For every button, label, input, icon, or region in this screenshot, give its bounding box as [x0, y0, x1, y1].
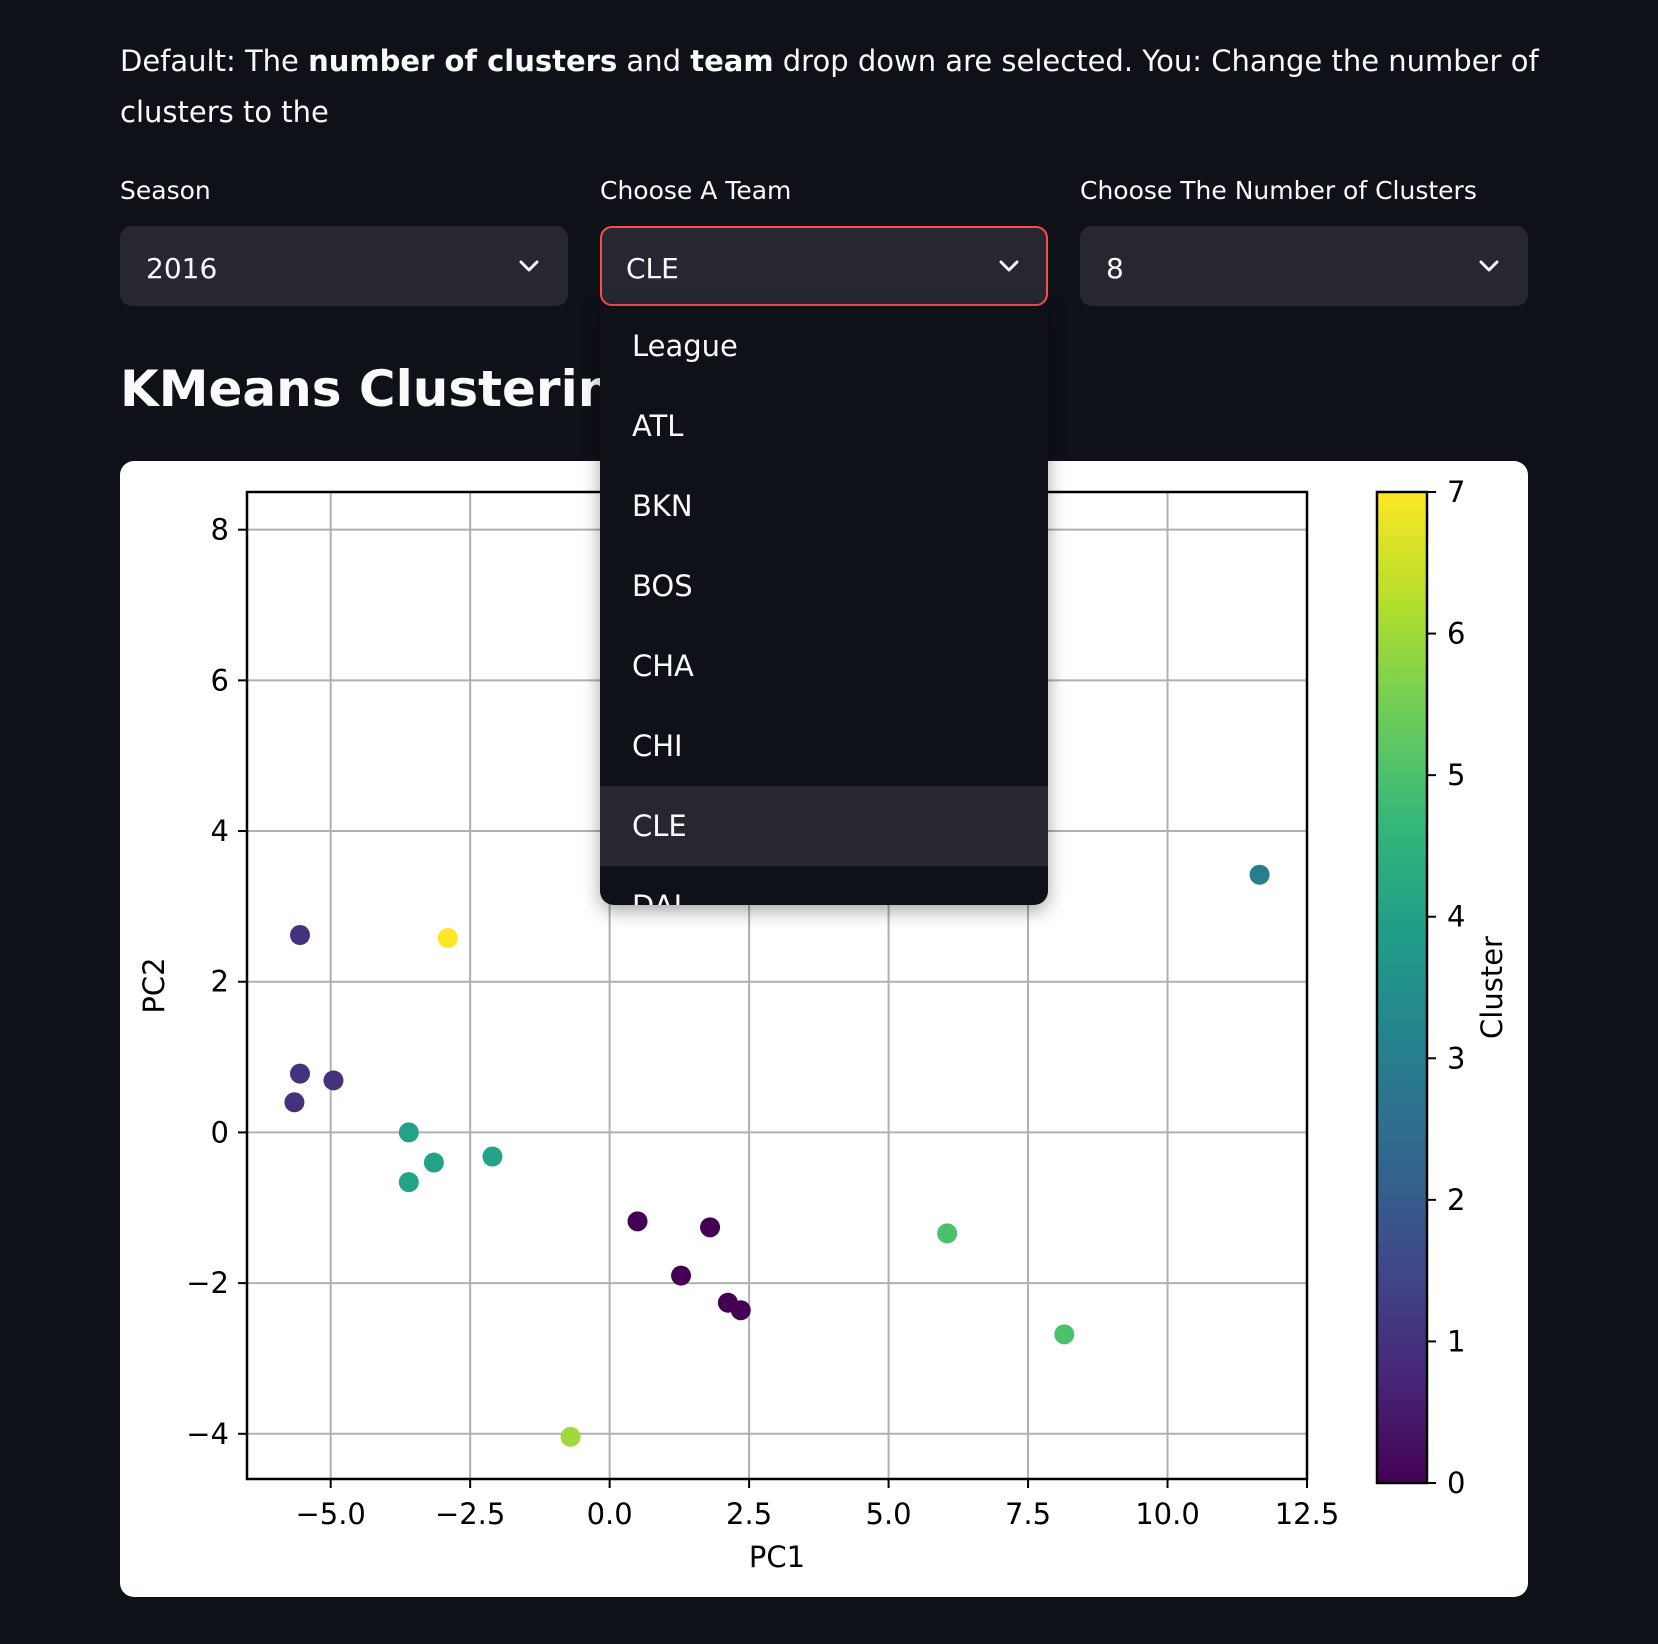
colorbar-tick-label: 6 [1447, 617, 1465, 651]
scatter-point [398, 1172, 419, 1193]
chevron-down-icon [1479, 260, 1499, 272]
y-tick-label: −4 [186, 1417, 229, 1451]
colorbar [1375, 490, 1429, 1485]
scatter-point [323, 1070, 344, 1091]
scatter-point [290, 925, 310, 946]
x-tick-label: 7.5 [1005, 1497, 1051, 1531]
dropdown-option[interactable]: BOS [632, 569, 693, 603]
clusters-value: 8 [1106, 252, 1124, 285]
dropdown-option[interactable]: ATL [632, 409, 684, 443]
y-tick-label: −2 [186, 1266, 229, 1300]
dropdown-option[interactable]: BKN [632, 489, 693, 523]
x-tick-label: −5.0 [295, 1497, 365, 1531]
colorbar-tick-label: 2 [1447, 1183, 1465, 1217]
dropdown-option[interactable]: CHI [632, 729, 683, 763]
x-tick-label: 12.5 [1275, 1497, 1340, 1531]
x-axis-label: PC1 [749, 1540, 805, 1574]
y-tick-label: 8 [211, 513, 229, 547]
instructions-part: drop down are selected. You: Change the … [120, 44, 1539, 129]
instructions-part: and [617, 44, 691, 78]
y-tick-label: 2 [211, 965, 229, 999]
scatter-point [1054, 1324, 1075, 1345]
dropdown-option[interactable]: League [632, 329, 738, 363]
scatter-point [560, 1426, 581, 1447]
instructions-bold: team [690, 44, 774, 78]
season-label: Season [120, 176, 211, 205]
scatter-point [627, 1211, 648, 1232]
dropdown-option[interactable]: DAL [600, 866, 1048, 905]
scatter-point [700, 1217, 721, 1238]
scatter-point [1249, 864, 1270, 885]
scatter-point [730, 1300, 751, 1321]
scatter-point [671, 1265, 692, 1286]
season-value: 2016 [146, 252, 218, 285]
team-dropdown-menu[interactable]: League ATL BKN BOS CHA CHI CLEDAL [600, 306, 1048, 905]
scatter-chart: −5.0 −2.5 0.0 2.5 5.0 7.5 10.0 12.5 −4 −2 0 2 4 6 8 PC1… [137, 475, 1509, 1574]
instructions-text: Default: The number of clusters and team… [120, 36, 1540, 138]
team-select[interactable]: CLE [600, 226, 1048, 306]
instructions-bold: number of clusters [308, 44, 618, 78]
x-tick-label: 5.0 [866, 1497, 912, 1531]
dropdown-option[interactable]: CLE [600, 786, 1048, 866]
colorbar-label: Cluster [1475, 936, 1509, 1039]
scatter-point [290, 1063, 310, 1084]
colorbar-tick-label: 0 [1447, 1466, 1465, 1500]
x-tick-label: 0.0 [587, 1497, 633, 1531]
colorbar-tick-label: 3 [1447, 1041, 1465, 1075]
season-select[interactable]: 2016 [120, 226, 568, 306]
colorbar-tick-label: 5 [1447, 758, 1465, 792]
clusters-select[interactable]: 8 [1080, 226, 1528, 306]
colorbar-tick-label: 1 [1447, 1324, 1465, 1358]
team-value: CLE [626, 252, 679, 285]
dropdown-option[interactable]: CHA [632, 649, 694, 683]
scatter-point [284, 1092, 305, 1113]
chevron-down-icon [999, 260, 1019, 272]
chevron-down-icon [519, 260, 539, 272]
y-tick-label: 4 [211, 814, 229, 848]
scatter-point [398, 1122, 419, 1143]
x-tick-label: 10.0 [1135, 1497, 1200, 1531]
x-tick-label: 2.5 [726, 1497, 772, 1531]
scatter-point [437, 928, 458, 949]
colorbar-tick-label: 4 [1447, 900, 1465, 934]
scatter-point [482, 1146, 503, 1167]
team-label: Choose A Team [600, 176, 792, 205]
y-tick-label: 0 [211, 1115, 229, 1149]
y-tick-label: 6 [211, 663, 229, 697]
instructions-part: Default: The [120, 44, 309, 78]
x-tick-label: −2.5 [435, 1497, 505, 1531]
scatter-point [937, 1223, 958, 1244]
clusters-label: Choose The Number of Clusters [1080, 176, 1477, 205]
page-heading: KMeans Clustering – [120, 360, 692, 418]
y-axis-label: PC2 [137, 957, 171, 1013]
scatter-point [423, 1152, 444, 1173]
colorbar-tick-label: 7 [1447, 475, 1465, 509]
